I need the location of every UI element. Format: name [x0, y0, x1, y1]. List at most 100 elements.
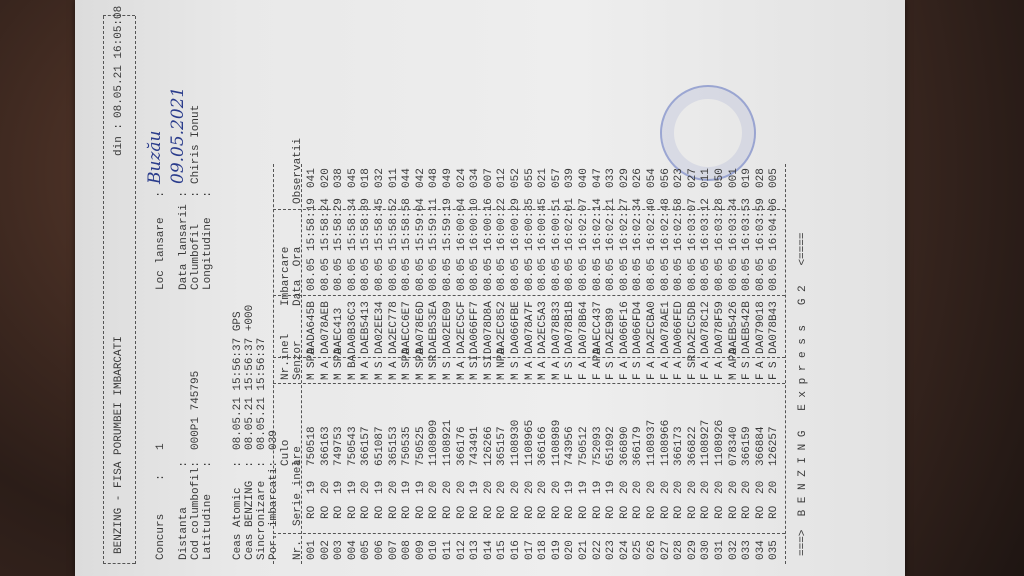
table-cell: RO	[578, 505, 590, 519]
table-cell: DA078D8A	[482, 301, 495, 354]
table-cell: 750543	[346, 426, 359, 466]
table-cell: S	[374, 361, 386, 368]
table-cell: 004	[346, 540, 359, 560]
table-cell: F	[564, 373, 577, 380]
table-cell: A	[659, 361, 672, 368]
table-cell: 031	[714, 540, 726, 560]
table-cell: 366157	[360, 426, 373, 466]
table-cell: 016	[510, 540, 522, 560]
table-cell: F	[714, 373, 726, 380]
table-cell: DA078AEB	[319, 301, 332, 354]
table-cell: A	[673, 361, 686, 368]
table-cell: 20	[319, 480, 332, 494]
table-cell: 08.05	[578, 257, 590, 291]
table-cell: RO	[360, 505, 373, 519]
table-cell: 08.05	[618, 257, 631, 291]
table-cell: RO	[591, 505, 604, 519]
table-cell: 19	[564, 480, 577, 494]
table-cell: 20	[510, 480, 522, 494]
table-cell: DA066F16	[618, 301, 631, 354]
table-cell: 20	[442, 480, 454, 494]
table-cell: 08.05	[714, 257, 726, 291]
rule	[785, 164, 786, 564]
table-cell: 365157	[496, 426, 509, 466]
table-cell: A	[618, 361, 631, 368]
table-cell: M	[537, 373, 550, 380]
column-header: Nr.	[292, 540, 304, 560]
table-cell: 055	[523, 168, 536, 188]
table-cell: 011	[442, 540, 454, 560]
table-cell: A	[646, 361, 658, 368]
table-cell: 20	[428, 480, 441, 494]
title: BENZING - FISA PORUMBEI IMBARCATI	[113, 336, 125, 554]
table-cell: 044	[401, 168, 414, 188]
table-cell: RO	[618, 505, 631, 519]
table-cell: F	[673, 373, 686, 380]
table-cell: 126257	[768, 426, 781, 466]
info-value: 1	[155, 443, 167, 450]
table-cell: 007	[482, 168, 495, 188]
info-label: Ceas Atomic :	[232, 460, 244, 560]
table-cell: RO	[673, 505, 686, 519]
table-cell: M	[727, 373, 740, 380]
table-cell: M	[455, 373, 468, 380]
table-cell: RO	[632, 505, 645, 519]
table-cell: DA02EE34	[374, 301, 386, 354]
table-cell: 20	[741, 480, 754, 494]
paper-sheet: BENZING - FISA PORUMBEI IMBARCATI din : …	[75, 0, 905, 576]
info-value: 08.05.21 15:56:37	[256, 337, 268, 450]
table-cell: 20	[673, 480, 686, 494]
table-cell: DA2EC852	[496, 301, 509, 354]
table-cell: 15:58:58	[401, 198, 414, 251]
table-cell: 15:58:34	[346, 198, 359, 251]
table-cell: 20	[496, 480, 509, 494]
table-cell: 035	[768, 540, 781, 560]
table-cell: RO	[306, 505, 318, 519]
table-cell: 16:00:16	[482, 198, 495, 251]
table-cell: 006	[374, 540, 386, 560]
table-cell: 15:58:24	[319, 198, 332, 251]
table-cell: 039	[564, 168, 577, 188]
table-cell: A	[387, 361, 400, 368]
table-cell: 15:58:19	[306, 198, 318, 251]
table-cell: 16:03:59	[754, 198, 767, 251]
table-cell: 19	[374, 480, 386, 494]
din-date: 08.05.21 16:05:08	[113, 5, 125, 118]
table-cell: 08.05	[306, 257, 318, 291]
table-cell: M	[333, 373, 346, 380]
table-cell: 20	[686, 480, 699, 494]
table-cell: 08.05	[346, 257, 359, 291]
table-cell: 366173	[673, 426, 686, 466]
table-cell: 033	[741, 540, 754, 560]
table-cell: RO	[523, 505, 536, 519]
table-cell: 08.05	[686, 257, 699, 291]
table-cell: DA066FBE	[510, 301, 522, 354]
table-cell: M	[414, 373, 427, 380]
table-cell: 027	[659, 540, 672, 560]
table-cell: 025	[632, 540, 645, 560]
table-cell: DA078A7F	[523, 301, 536, 354]
table-cell: 366884	[754, 426, 767, 466]
table-cell: F	[591, 373, 604, 380]
table-cell: 08.05	[537, 257, 550, 291]
table-cell: 19	[578, 480, 590, 494]
table-cell: RO	[455, 505, 468, 519]
table-cell: 16:03:34	[727, 198, 740, 251]
table-cell: 034	[469, 168, 482, 188]
table-cell: 16:02:48	[659, 198, 672, 251]
table-cell: RO	[659, 505, 672, 519]
table-cell: 15:59:19	[442, 198, 454, 251]
column-header: are	[292, 446, 304, 466]
table-cell: 16:03:28	[714, 198, 726, 251]
table-cell: DAEB542B	[741, 301, 754, 354]
table-cell: 19	[605, 480, 618, 494]
table-cell: M	[346, 373, 359, 380]
table-cell: M	[387, 373, 400, 380]
table-cell: 042	[414, 168, 427, 188]
table-cell: 16:00:22	[496, 198, 509, 251]
table-cell: 08.05	[319, 257, 332, 291]
table-cell: 08.05	[768, 257, 781, 291]
table-cell: DA078B43	[768, 301, 781, 354]
table-cell: 056	[659, 168, 672, 188]
table-cell: DA066FD4	[632, 301, 645, 354]
